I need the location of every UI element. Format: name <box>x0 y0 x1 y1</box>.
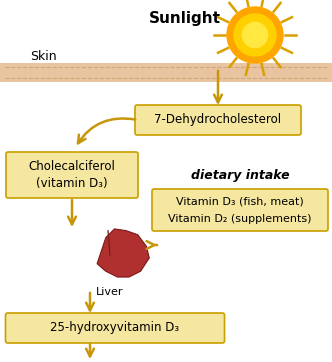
Text: 7-Dehydrocholesterol: 7-Dehydrocholesterol <box>154 114 282 126</box>
Text: Skin: Skin <box>30 51 57 63</box>
FancyBboxPatch shape <box>135 105 301 135</box>
Circle shape <box>234 14 276 56</box>
FancyBboxPatch shape <box>6 313 224 343</box>
Text: Vitamin D₂ (supplements): Vitamin D₂ (supplements) <box>168 214 312 224</box>
FancyBboxPatch shape <box>6 152 138 198</box>
Text: dietary intake: dietary intake <box>191 168 289 181</box>
Text: Cholecalciferol: Cholecalciferol <box>29 160 116 173</box>
Text: Liver: Liver <box>96 287 124 297</box>
FancyBboxPatch shape <box>152 189 328 231</box>
Polygon shape <box>97 229 149 277</box>
Text: (vitamin D₃): (vitamin D₃) <box>36 177 108 190</box>
Text: 25-hydroxyvitamin D₃: 25-hydroxyvitamin D₃ <box>50 321 180 334</box>
Circle shape <box>227 7 283 63</box>
Text: Sunlight: Sunlight <box>149 10 221 25</box>
Circle shape <box>242 22 268 47</box>
Text: Vitamin D₃ (fish, meat): Vitamin D₃ (fish, meat) <box>176 196 304 206</box>
Bar <box>0 63 332 82</box>
